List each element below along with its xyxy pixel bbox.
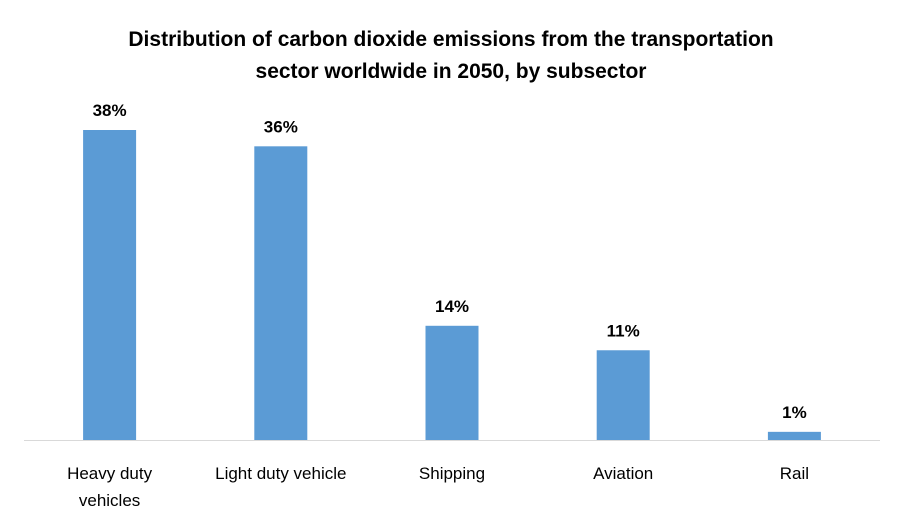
x-tick-label: Shipping (418, 464, 486, 483)
x-tick-label: Aviation (593, 464, 654, 483)
bar (425, 325, 479, 440)
chart-title: Distribution of carbon dioxide emissions… (128, 28, 774, 83)
value-label: 38% (93, 101, 127, 120)
bar (767, 431, 821, 440)
x-tick-label: Heavy duty vehicles (67, 464, 153, 510)
bar (83, 130, 137, 440)
bar (596, 350, 650, 440)
value-label: 36% (264, 117, 298, 136)
value-label: 1% (782, 403, 807, 422)
x-tick-label: Light duty vehicle (215, 464, 347, 483)
bar (254, 146, 308, 440)
value-label: 11% (607, 321, 640, 340)
x-tick-label: Rail (779, 464, 810, 483)
value-label: 14% (435, 297, 469, 316)
